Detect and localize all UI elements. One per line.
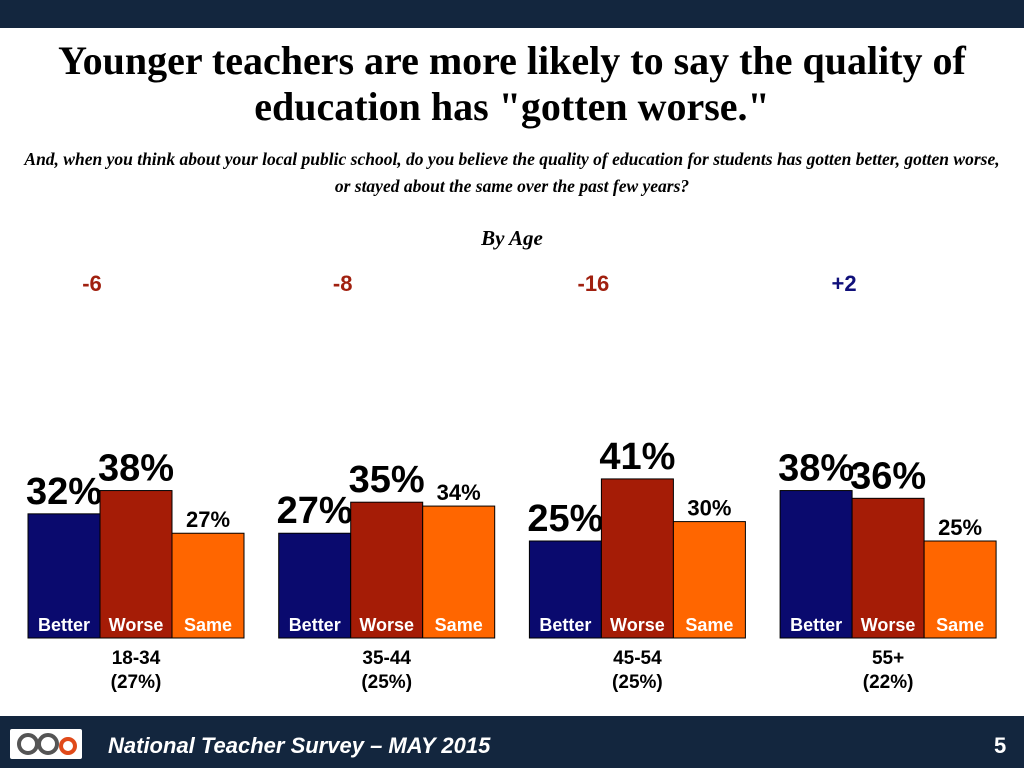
value-label: 27% <box>186 507 230 532</box>
value-label: 25% <box>527 498 603 540</box>
footer-text: National Teacher Survey – MAY 2015 <box>108 733 491 758</box>
chart: 32% Better 38% Worse 27% Same 18-34 (27%) -6 27% B… <box>26 271 997 693</box>
bar <box>171 532 245 639</box>
net-label: -16 <box>578 271 610 296</box>
value-label: 38% <box>778 448 854 490</box>
value-label: 35% <box>349 459 425 501</box>
bar <box>600 478 674 639</box>
series-name: Better <box>790 615 842 635</box>
title: Younger teachers are more likely to say … <box>58 38 966 129</box>
category-label: 55+ <box>872 648 904 669</box>
group-label: By Age <box>481 226 543 250</box>
series-name: Same <box>936 615 984 635</box>
category-label: 18-34 <box>112 648 161 669</box>
category-label: 35-44 <box>362 648 411 669</box>
bar <box>99 490 173 639</box>
series-name: Better <box>289 615 341 635</box>
bar <box>278 532 352 639</box>
category-label: 45-54 <box>613 648 662 669</box>
series-name: Better <box>38 615 90 635</box>
value-label: 32% <box>26 471 102 513</box>
value-label: 25% <box>938 515 982 540</box>
logo-mark <box>17 733 77 755</box>
bar <box>923 540 997 639</box>
category-share: (25%) <box>361 672 412 693</box>
value-label: 41% <box>599 436 675 478</box>
value-label: 30% <box>687 496 731 521</box>
bar <box>672 521 746 639</box>
value-label: 38% <box>98 448 174 490</box>
series-name: Same <box>184 615 232 635</box>
bar <box>851 497 925 639</box>
series-name: Better <box>539 615 591 635</box>
value-label: 36% <box>850 455 926 497</box>
category-share: (27%) <box>111 672 162 693</box>
top-bar <box>0 0 1024 28</box>
series-name: Worse <box>610 615 665 635</box>
series-name: Worse <box>109 615 164 635</box>
logo <box>10 729 82 759</box>
net-label: -6 <box>82 271 102 296</box>
page-number: 5 <box>994 733 1007 758</box>
value-label: 27% <box>277 490 353 532</box>
category-share: (25%) <box>612 672 663 693</box>
bar <box>779 490 853 639</box>
net-label: -8 <box>333 271 353 296</box>
footer-bar <box>0 716 1024 768</box>
subtitle: And, when you think about your local pub… <box>24 149 1000 196</box>
category-share: (22%) <box>863 672 914 693</box>
bar <box>27 513 101 639</box>
value-label: 34% <box>437 480 481 505</box>
series-name: Worse <box>359 615 414 635</box>
bar <box>350 501 424 639</box>
series-name: Worse <box>861 615 916 635</box>
series-name: Same <box>685 615 733 635</box>
series-name: Same <box>435 615 483 635</box>
bar <box>422 505 496 639</box>
net-label: +2 <box>832 271 857 296</box>
